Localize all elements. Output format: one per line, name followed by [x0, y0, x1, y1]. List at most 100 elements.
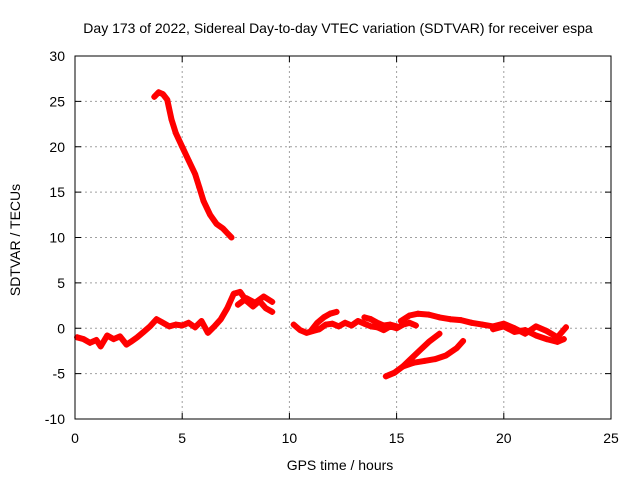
data-point: [123, 341, 130, 348]
data-point: [406, 312, 413, 319]
chart-title: Day 173 of 2022, Sidereal Day-to-day VTE…: [83, 20, 593, 36]
y-tick-label: 25: [49, 93, 65, 109]
data-point: [155, 89, 162, 96]
y-tick-labels: -10 -5 0 5 10 15 20 25 30: [45, 48, 65, 427]
data-point: [213, 220, 220, 227]
data-point: [262, 305, 269, 312]
data-point: [179, 322, 186, 329]
data-point: [342, 319, 349, 326]
data-point: [192, 170, 199, 177]
data-point: [560, 336, 567, 343]
data-point: [204, 329, 211, 336]
data-point: [198, 317, 205, 324]
data-point: [453, 345, 460, 352]
data-point: [207, 211, 214, 218]
data-point: [200, 198, 207, 205]
data-point: [425, 338, 432, 345]
data-point: [164, 96, 171, 103]
data-point: [224, 305, 231, 312]
data-point: [500, 323, 507, 330]
data-point: [355, 317, 362, 324]
data-point: [391, 369, 398, 376]
data-point: [97, 343, 104, 350]
data-point: [192, 324, 199, 331]
data-point: [400, 363, 407, 370]
data-point: [406, 319, 413, 326]
data-point: [397, 317, 404, 324]
data-point: [185, 157, 192, 164]
y-tick-label: 5: [57, 275, 65, 291]
data-point: [327, 310, 334, 317]
data-point: [447, 316, 454, 323]
data-point: [168, 116, 175, 123]
y-tick-label: -10: [45, 411, 65, 427]
data-point: [425, 311, 432, 318]
data-point: [417, 347, 424, 354]
data-point: [408, 355, 415, 362]
series-arc-1: [151, 89, 235, 241]
data-point: [147, 323, 154, 330]
x-tick-label: 15: [389, 430, 405, 446]
data-point: [196, 184, 203, 191]
data-point: [532, 332, 539, 339]
data-point: [367, 323, 374, 330]
y-tick-label: 0: [57, 320, 65, 336]
data-point: [252, 299, 259, 306]
data-point: [224, 229, 231, 236]
data-point: [442, 352, 449, 359]
data-point: [290, 321, 297, 328]
data-point: [562, 324, 569, 331]
data-point: [211, 323, 218, 330]
data-point: [374, 319, 381, 326]
data-point: [127, 338, 134, 345]
data-point: [87, 339, 94, 346]
data-point: [412, 322, 419, 329]
data-point: [104, 332, 111, 339]
data-point: [511, 328, 518, 335]
data-point: [140, 328, 147, 335]
y-axis-label: SDTVAR / TECUs: [7, 184, 23, 296]
y-tick-label: 10: [49, 230, 65, 246]
data-point: [468, 319, 475, 326]
data-point: [393, 323, 400, 330]
x-tick-label: 10: [282, 430, 298, 446]
data-point: [217, 316, 224, 323]
grid-lines: [75, 56, 611, 419]
data-point: [333, 308, 340, 315]
data-point: [522, 327, 529, 334]
data-point: [243, 295, 250, 302]
data-point: [382, 373, 389, 380]
y-tick-label: -5: [53, 366, 66, 382]
data-point: [117, 333, 124, 340]
data-point: [80, 336, 87, 343]
series-arc-5: [397, 310, 569, 341]
data-point: [153, 316, 160, 323]
y-tick-label: 20: [49, 139, 65, 155]
data-point: [297, 327, 304, 334]
data-point: [316, 326, 323, 333]
data-point: [421, 357, 428, 364]
data-point: [490, 326, 497, 333]
data-point: [543, 327, 550, 334]
data-point: [367, 316, 374, 323]
data-point: [457, 317, 464, 324]
data-point: [479, 321, 486, 328]
data-point: [335, 323, 342, 330]
data-point: [230, 290, 237, 297]
data-point: [219, 225, 226, 232]
data-point: [228, 234, 235, 241]
data-point: [543, 336, 550, 343]
data-point: [269, 298, 276, 305]
data-point: [329, 320, 336, 327]
data-point: [380, 322, 387, 329]
data-point: [134, 334, 141, 341]
data-point: [361, 314, 368, 321]
data-point: [179, 143, 186, 150]
x-axis-label: GPS time / hours: [287, 457, 394, 473]
data-point: [415, 310, 422, 317]
data-point: [532, 323, 539, 330]
data-point: [159, 319, 166, 326]
data-point: [234, 301, 241, 308]
data-point: [307, 327, 314, 334]
